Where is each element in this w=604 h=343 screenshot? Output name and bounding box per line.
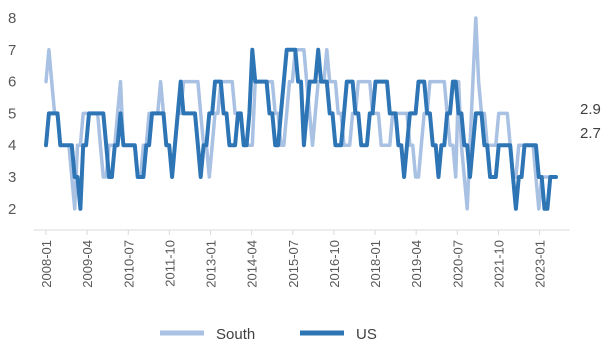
x-tick-label: 2011-10 [162,240,177,287]
y-tick-label: 4 [8,137,16,154]
x-tick-label: 2009-04 [80,240,95,288]
y-tick-label: 8 [8,10,16,27]
legend-label-us: US [356,326,377,343]
x-tick-label: 2023-01 [533,240,548,288]
series-lines [44,16,558,211]
y-axis-ticks: 2 3 4 5 6 7 8 [8,10,16,218]
y-tick-label: 6 [8,74,16,91]
legend-label-south: South [216,326,255,343]
x-tick-label: 2018-01 [368,240,383,288]
legend: South US [160,326,377,343]
series-line-us [44,47,558,211]
x-axis-ticks: 2008-01 2009-04 2010-07 2011-10 2013-01 2014-… [39,230,548,288]
x-tick-label: 2015-07 [286,240,301,288]
end-label-us: 2.7 [580,125,601,142]
x-tick-label: 2020-07 [450,240,465,288]
x-tick-label: 2013-01 [204,240,219,288]
y-tick-label: 7 [8,42,16,59]
y-tick-label: 3 [8,169,16,186]
x-tick-label: 2014-04 [245,240,260,288]
x-tick-label: 2016-10 [327,240,342,288]
end-label-south: 2.9 [580,101,601,118]
x-tick-label: 2008-01 [39,240,54,288]
y-tick-label: 5 [8,105,16,122]
x-tick-label: 2021-10 [491,240,506,288]
x-tick-label: 2019-04 [409,240,424,288]
y-tick-label: 2 [8,201,16,218]
x-tick-label: 2010-07 [121,240,136,288]
